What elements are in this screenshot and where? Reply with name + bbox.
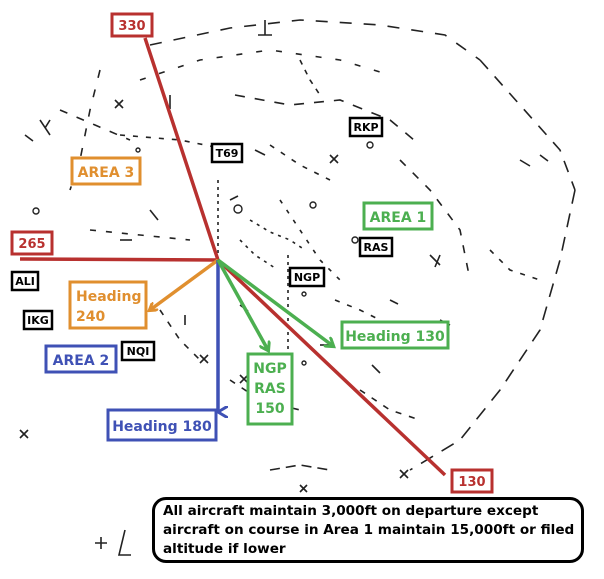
- radial-330-label: 330: [118, 19, 145, 34]
- waypoint-ras: RAS: [358, 236, 394, 258]
- waypoint-ngp-label: NGP: [294, 271, 320, 284]
- heading-240-line2: 240: [76, 309, 105, 325]
- radial-130-line: [216, 258, 447, 477]
- area-1-label: AREA 1: [370, 210, 427, 226]
- background-map-lines: [59, 19, 576, 471]
- radial-265-line: [19, 257, 219, 262]
- ngp-ras-150-line1: NGP: [253, 361, 286, 377]
- radial-330-box: 330: [110, 12, 154, 38]
- heading-130-box: Heading 130: [340, 320, 450, 350]
- heading-240-arrow: [150, 258, 220, 310]
- altitude-note-box: All aircraft maintain 3,000ft on departu…: [152, 497, 584, 563]
- waypoint-ras-label: RAS: [364, 241, 389, 254]
- heading-240-line1: Heading: [76, 289, 141, 305]
- area-2-box: AREA 2: [44, 344, 118, 374]
- altitude-note-line2: aircraft on course in Area 1 maintain 15…: [163, 522, 575, 538]
- heading-240-box: Heading 240: [68, 280, 148, 330]
- ngp-ras-150-arrow: [216, 259, 268, 350]
- waypoint-rkp-label: RKP: [353, 121, 378, 134]
- radial-lines: [19, 37, 447, 477]
- heading-130-arrow: [216, 258, 333, 346]
- ngp-ras-150-line2: RAS: [254, 381, 286, 397]
- waypoint-nqi: NQI: [120, 340, 156, 362]
- radial-130-label: 130: [458, 475, 485, 490]
- radial-130-box: 130: [450, 468, 494, 494]
- waypoint-rkp: RKP: [348, 116, 384, 138]
- radial-330-line: [143, 37, 220, 261]
- heading-130-label: Heading 130: [345, 329, 445, 345]
- radial-265-label: 265: [18, 237, 45, 252]
- area-3-box: AREA 3: [70, 156, 142, 186]
- waypoint-ikg: IKG: [22, 309, 54, 331]
- waypoint-nqi-label: NQI: [127, 345, 150, 358]
- ngp-ras-150-box: NGP RAS 150: [246, 352, 294, 426]
- heading-180-box: Heading 180: [106, 408, 218, 442]
- waypoint-t69: T69: [210, 142, 244, 164]
- radial-265-box: 265: [10, 230, 54, 256]
- background-circles: [32, 141, 374, 366]
- background-symbols: [19, 20, 549, 556]
- waypoint-ngp: NGP: [288, 266, 326, 288]
- altitude-note-line3: altitude if lower: [163, 541, 286, 557]
- waypoint-ikg-label: IKG: [27, 314, 49, 327]
- ngp-ras-150-line3: 150: [255, 401, 284, 417]
- area-1-box: AREA 1: [362, 201, 434, 231]
- waypoint-ali: ALI: [10, 270, 40, 292]
- altitude-note-line1: All aircraft maintain 3,000ft on departu…: [163, 503, 539, 519]
- area-2-label: AREA 2: [53, 353, 110, 369]
- heading-180-label: Heading 180: [112, 419, 212, 435]
- waypoint-t69-label: T69: [216, 147, 239, 160]
- area-3-label: AREA 3: [78, 165, 135, 181]
- waypoint-ali-label: ALI: [15, 275, 35, 288]
